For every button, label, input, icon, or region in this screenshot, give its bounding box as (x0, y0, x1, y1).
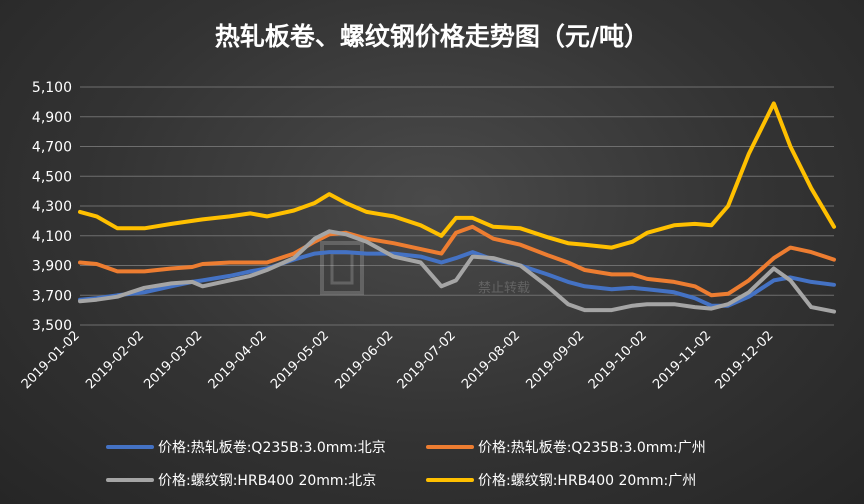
y-tick-label: 4,100 (32, 229, 72, 245)
x-tick-label: 2019-03-02 (141, 328, 205, 392)
x-tick-label: 2019-04-02 (206, 328, 270, 392)
y-tick-label: 4,900 (32, 110, 72, 126)
series-lines (78, 101, 836, 314)
y-tick-label: 3,700 (32, 288, 72, 304)
legend-label: 价格:螺纹钢:HRB400 20mm:北京 (158, 473, 376, 489)
legend-label: 价格:热轧板卷:Q235B:3.0mm:广州 (478, 440, 706, 456)
x-tick-label: 2019-11-02 (650, 328, 714, 392)
x-tick-label: 2019-10-02 (586, 328, 650, 392)
x-tick-label: 2019-05-02 (268, 328, 332, 392)
x-tick-label: 2019-06-02 (332, 328, 396, 392)
legend-label: 价格:螺纹钢:HRB400 20mm:广州 (478, 473, 696, 489)
y-tick-label: 3,900 (32, 259, 72, 275)
series-line-2 (78, 224, 836, 298)
series-line-1 (78, 250, 836, 308)
y-tick-label: 4,700 (32, 140, 72, 156)
watermark-text: 禁止转载 (478, 281, 530, 296)
legend-label: 价格:热轧板卷:Q235B:3.0mm:北京 (158, 440, 386, 456)
x-tick-label: 2019-07-02 (395, 328, 459, 392)
x-tick-label: 2019-08-02 (459, 328, 523, 392)
legend: 价格:热轧板卷:Q235B:3.0mm:北京 价格:热轧板卷:Q235B:3.0m… (106, 440, 706, 489)
grid-lines (80, 86, 834, 326)
chart-title: 热轧板卷、螺纹钢价格走势图（元/吨） (215, 22, 649, 51)
y-tick-label: 3,500 (32, 318, 72, 334)
y-axis-ticks: 3,500 3,700 3,900 4,100 4,300 4,500 4,700 4,900… (32, 80, 72, 334)
y-tick-label: 5,100 (32, 80, 72, 96)
y-tick-label: 4,300 (32, 199, 72, 215)
y-tick-label: 4,500 (32, 169, 72, 185)
x-tick-label: 2019-09-02 (524, 328, 588, 392)
x-tick-label: 2019-01-02 (19, 328, 83, 392)
x-tick-label: 2019-02-02 (83, 328, 147, 392)
series-line-3 (78, 229, 836, 314)
series-line-4 (78, 101, 836, 250)
x-tick-label: 2019-12-02 (713, 328, 777, 392)
